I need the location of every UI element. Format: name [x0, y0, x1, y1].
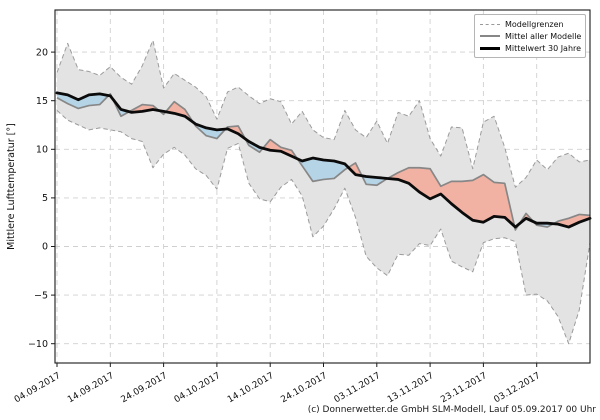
chart-legend: Modellgrenzen Mittel aller Modelle Mitte… — [474, 14, 586, 58]
dashed-line-sample-icon — [480, 23, 500, 25]
x-tick-label: 23.11.2017 — [439, 371, 489, 405]
warm-anomaly-fill — [164, 101, 193, 123]
warm-anomaly-fill — [386, 167, 515, 226]
y-tick-label: 10 — [36, 145, 48, 156]
model-mean-line — [56, 93, 591, 231]
y-tick-label: 5 — [42, 193, 48, 204]
x-tick-label: 03.11.2017 — [333, 371, 383, 405]
y-tick-label: −5 — [34, 290, 48, 301]
legend-label: Mittel aller Modelle — [505, 31, 582, 41]
x-tick-label: 24.10.2017 — [279, 371, 329, 405]
y-axis-title: Mittlere Lufttemperatur [°] — [6, 123, 17, 250]
y-tick-label: 20 — [36, 47, 48, 58]
y-tick-label: 0 — [42, 242, 48, 253]
y-tick-label: 15 — [36, 96, 48, 107]
plot-border — [54, 9, 591, 364]
normal-30y-line — [55, 91, 592, 229]
legend-item-model-bounds: Modellgrenzen — [480, 18, 580, 30]
x-tick-label: 13.11.2017 — [386, 371, 436, 405]
x-tick-label: 04.10.2017 — [173, 371, 223, 405]
credit-text: (c) Donnerwetter.de GmbH SLM-Modell, Lau… — [308, 405, 597, 415]
legend-item-model-mean: Mittel aller Modelle — [480, 30, 582, 42]
x-tick-label: 03.12.2017 — [493, 371, 543, 405]
model-lower-bound-line — [56, 110, 591, 345]
gray-line-sample-icon — [480, 35, 500, 37]
x-tick-label: 14.10.2017 — [226, 371, 276, 405]
x-tick-label: 04.09.2017 — [13, 371, 63, 405]
black-line-sample-icon — [480, 46, 500, 50]
legend-item-normal-30y: Mittelwert 30 Jahre — [480, 42, 582, 54]
warm-anomaly-fill — [128, 104, 159, 113]
x-tick-label: 24.09.2017 — [119, 371, 169, 405]
y-tick-label: −10 — [28, 339, 48, 350]
legend-label: Modellgrenzen — [505, 19, 564, 29]
x-tick-label: 14.09.2017 — [66, 371, 116, 405]
legend-label: Mittelwert 30 Jahre — [505, 43, 582, 53]
model-upper-bound-line — [56, 39, 591, 188]
